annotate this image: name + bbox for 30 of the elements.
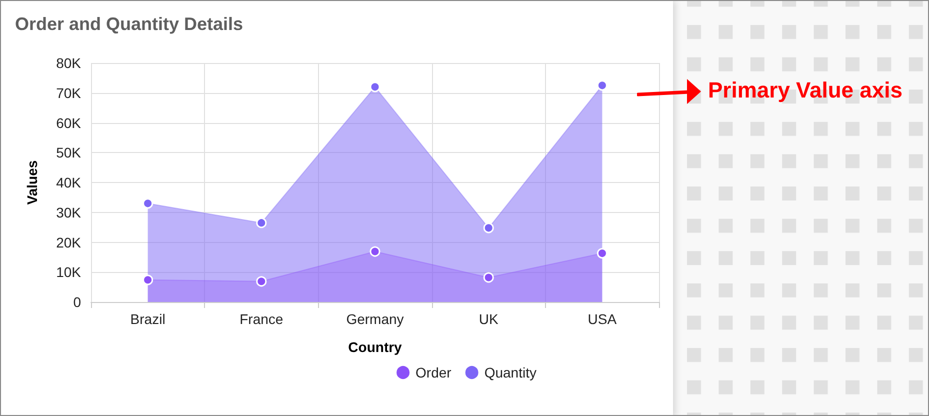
point [256,218,267,228]
text: Primary Value axis [708,78,902,102]
y-tick-label: 50K [56,144,82,161]
point [596,80,608,91]
point [370,82,380,92]
point [596,248,608,259]
point [256,276,267,287]
y-tick-label: 20K [56,234,82,250]
x-axis-title: Country [348,339,402,355]
legend-label: Quantity [484,364,536,380]
point [483,222,494,234]
point [142,274,154,286]
y-axis-title: Values [24,160,40,205]
legend-label: Order [416,364,452,380]
y-tick-label: 60K [56,114,82,131]
y-tick-label: 80K [56,55,82,71]
y-tick-label: 0 [73,294,82,310]
point [370,246,380,257]
x-tick-label: USA [588,311,618,327]
y-tick-label: 30K [56,204,82,220]
y-tick-label: 70K [56,84,82,101]
point [142,198,154,209]
x-tick-label: Brazil [130,311,166,327]
y-tick-label: 10K [56,264,82,280]
chart-title: Order and Quantity Details [15,14,244,34]
point [483,272,494,283]
y-tick-label: 40K [56,174,82,190]
x-tick-label: France [240,311,284,327]
x-tick-label: Germany [346,311,404,327]
x-tick-label: UK [478,311,499,327]
